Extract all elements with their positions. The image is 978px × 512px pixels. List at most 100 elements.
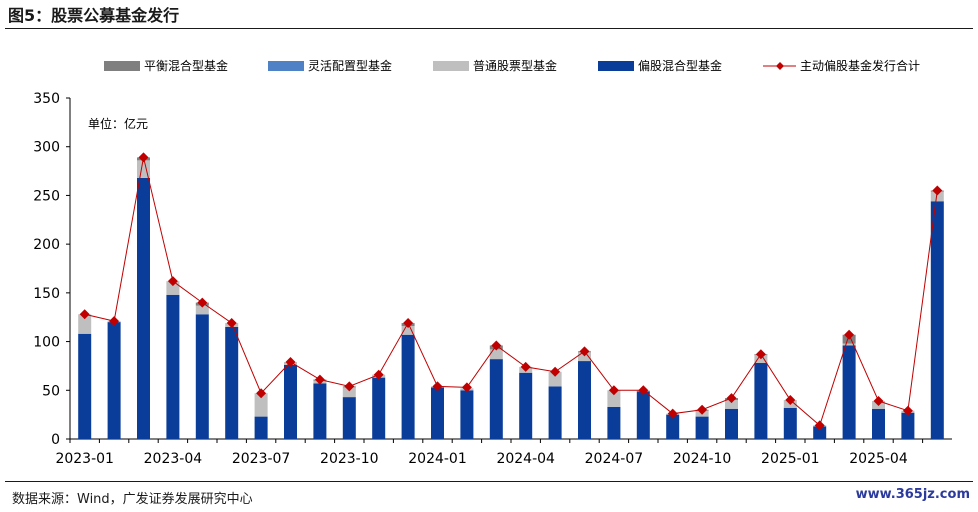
total-point [79, 309, 90, 320]
total-point [667, 408, 678, 419]
bar-segment [254, 416, 268, 439]
bar-segment [666, 414, 680, 439]
legend-line-marker [776, 62, 784, 70]
axes: 0 50 100 150 200 250 300 350 2023-01 2023-04 2023-… [33, 91, 952, 467]
bar-segment [401, 334, 415, 439]
y-tick-label: 100 [33, 335, 60, 351]
total-point [873, 396, 884, 407]
bar-segment [607, 390, 621, 407]
total-point [285, 357, 296, 368]
total-point [579, 346, 590, 357]
total-point [226, 318, 237, 329]
bar-segment [754, 363, 768, 439]
total-point [902, 405, 913, 416]
bar-segment [342, 397, 356, 439]
footer-rule [5, 481, 973, 482]
bar-segment [460, 390, 474, 439]
x-tick-label: 2024-10 [673, 451, 732, 467]
fund-issuance-chart: 0 50 100 150 200 250 300 350 2023-01 2023-04 2023-… [33, 58, 952, 467]
bar-segment [78, 314, 92, 334]
bar-segment [930, 201, 944, 439]
y-tick-label: 200 [33, 237, 60, 253]
watermark: www.365jz.com [855, 487, 970, 502]
bar-segment [930, 191, 944, 202]
bar-segment [401, 325, 415, 335]
total-point [461, 382, 472, 393]
bar-segment [284, 364, 297, 439]
bar-segment [489, 359, 503, 439]
legend-label: 偏股混合型基金 [638, 58, 722, 73]
total-point [256, 388, 267, 399]
total-point [109, 316, 120, 327]
bar-segment [313, 383, 327, 439]
total-point [373, 369, 384, 380]
total-point [344, 381, 355, 392]
total-point [726, 393, 737, 404]
total-point [785, 395, 796, 406]
bar-segment [107, 322, 121, 439]
total-line [79, 152, 943, 431]
bar-segment [195, 314, 209, 439]
legend-label: 平衡混合型基金 [144, 58, 228, 73]
bar-segment [872, 408, 885, 439]
legend-swatch [433, 61, 469, 71]
x-tick-label: 2025-01 [761, 451, 820, 467]
bar-segment [842, 343, 856, 346]
legend-swatch [104, 61, 140, 71]
total-point [638, 385, 649, 396]
total-point [550, 366, 561, 377]
bar-segment [372, 377, 386, 439]
y-tick-label: 250 [33, 188, 60, 204]
legend-label: 灵活配置型基金 [308, 58, 392, 73]
y-tick-label: 150 [33, 286, 60, 302]
bar-segment [725, 408, 738, 439]
total-line-path [84, 157, 938, 427]
bar-segment [636, 391, 650, 439]
x-tick-label: 2024-04 [496, 451, 555, 467]
bar-segment [519, 372, 533, 439]
bar-segment [578, 352, 591, 362]
bar-segment [607, 406, 621, 439]
total-point [697, 404, 708, 415]
bars [78, 157, 944, 440]
bar-segment [225, 326, 239, 439]
x-tick-label: 2025-04 [849, 451, 908, 467]
bar-segment [431, 387, 444, 439]
x-tick-label: 2023-07 [232, 451, 291, 467]
data-source: 数据来源：Wind，广发证券发展研究中心 [12, 492, 253, 507]
bar-segment [783, 407, 797, 439]
unit-label: 单位：亿元 [88, 116, 148, 131]
total-point [432, 381, 443, 392]
legend-label: 主动偏股基金发行合计 [800, 58, 920, 73]
bar-segment [166, 281, 180, 295]
bar-segment [725, 400, 738, 409]
bar-segment [137, 177, 150, 440]
bar-segment [578, 361, 591, 439]
total-point [491, 340, 502, 351]
x-tick-label: 2023-01 [55, 451, 114, 467]
total-point [814, 420, 825, 431]
bar-segment [901, 412, 915, 439]
figure-title: 图5：股票公募基金发行 [8, 6, 180, 25]
bar-segment [548, 371, 562, 387]
total-point [403, 318, 414, 329]
x-tick-label: 2023-04 [144, 451, 203, 467]
total-point [932, 185, 943, 196]
total-point [138, 152, 149, 163]
x-tick-label: 2024-01 [408, 451, 467, 467]
total-point [167, 276, 178, 287]
bar-segment [342, 387, 356, 398]
total-point [755, 349, 766, 360]
legend-swatch [598, 61, 634, 71]
y-tick-label: 50 [42, 383, 60, 399]
y-tick-label: 0 [51, 432, 60, 448]
total-point [197, 297, 208, 308]
total-point [520, 361, 531, 372]
bar-segment [813, 426, 827, 439]
legend-label: 普通股票型基金 [473, 58, 557, 73]
legend-swatch [268, 61, 304, 71]
bar-segment [695, 416, 709, 439]
title-rule [5, 28, 973, 29]
y-tick-label: 350 [33, 91, 60, 107]
total-point [844, 329, 855, 340]
